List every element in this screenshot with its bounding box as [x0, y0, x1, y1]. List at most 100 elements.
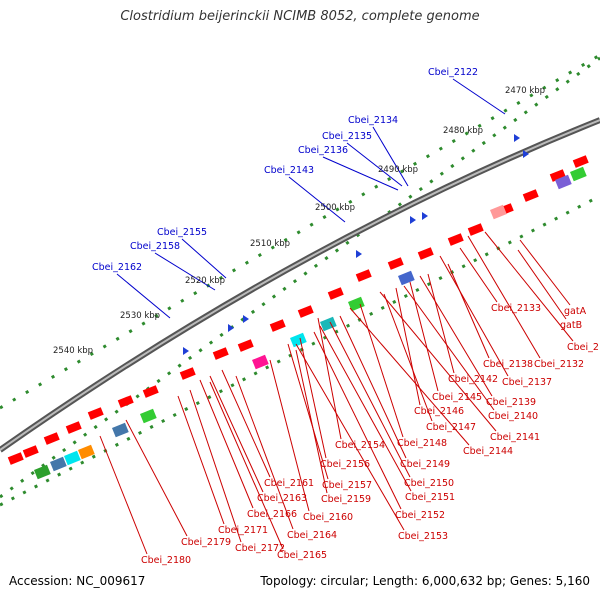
cds-feature [447, 233, 464, 246]
gene-label-red: Cbei_2180 [141, 555, 191, 566]
scale-label: 2530 kbp [120, 311, 160, 321]
leader-line [221, 369, 271, 478]
leader-line [359, 303, 404, 438]
leader-line [154, 252, 216, 291]
cds-feature [555, 174, 572, 190]
scale-label: 2470 kbp [505, 86, 545, 96]
cds-feature [237, 339, 254, 352]
gene-label-red: Cbei_2146 [414, 406, 464, 417]
gene-label-red: Cbei_2149 [400, 459, 450, 470]
gene-label-blue: Cbei_2135 [322, 131, 372, 142]
leader-line [99, 435, 148, 555]
accession-text: Accession: NC_009617 [9, 574, 146, 588]
gene-label-red: Cbei_2164 [287, 530, 337, 541]
cds-feature [50, 456, 67, 472]
leader-line [313, 331, 402, 510]
leader-line [329, 321, 411, 478]
leader-line [459, 247, 498, 303]
cds-feature [417, 247, 434, 260]
gene-label-blue: Cbei_2162 [92, 262, 142, 273]
backbone-highlight [0, 119, 600, 451]
cds-feature [65, 421, 82, 434]
cds-feature [467, 223, 484, 236]
gene-label-red: gatB [560, 320, 582, 331]
feature-marker [523, 150, 529, 158]
cds-feature [549, 169, 566, 182]
leader-line [383, 293, 433, 422]
cds-feature [297, 305, 314, 318]
gene-label-red: Cbei_2151 [405, 492, 455, 503]
cds-feature [348, 296, 365, 312]
leader-line [209, 375, 264, 493]
feature-marker [356, 250, 362, 258]
leader-line [317, 317, 342, 440]
cds-feature [212, 347, 229, 360]
cds-feature [398, 270, 415, 286]
leader-line [189, 389, 242, 543]
leader-line [427, 273, 455, 374]
leader-line [484, 231, 574, 342]
gene-label-red: Cbei_2131 [567, 342, 600, 353]
gene-label-red: Cbei_2150 [404, 478, 454, 489]
leader-line [379, 291, 497, 432]
gene-label-red: Cbei_2140 [488, 411, 538, 422]
gene-label-red: Cbei_2132 [534, 359, 584, 370]
leader-line [177, 395, 225, 525]
feature-marker [228, 324, 234, 332]
leader-line [295, 343, 405, 531]
cds-feature [34, 464, 51, 480]
gene-label-red: Cbei_2133 [491, 303, 541, 314]
cds-feature [7, 452, 24, 465]
genome-summary-text: Topology: circular; Length: 6,000,632 bp… [260, 574, 590, 588]
leader-line [372, 126, 409, 187]
gene-label-red: Cbei_2152 [395, 510, 445, 521]
gene-label-red: Cbei_2147 [426, 422, 476, 433]
gene-label-red: Cbei_2137 [502, 377, 552, 388]
scale-label: 2520 kbp [185, 276, 225, 286]
leader-line [116, 273, 171, 319]
cds-feature [140, 408, 157, 424]
scale-label: 2540 kbp [53, 346, 93, 356]
gene-label-blue: Cbei_2155 [157, 227, 207, 238]
gene-label-red: gatA [564, 306, 587, 317]
leader-line [322, 156, 399, 191]
cds-feature [269, 319, 286, 332]
gene-label-red: Cbei_2153 [398, 531, 448, 542]
gene-label-red: Cbei_2163 [257, 493, 307, 504]
gene-label-red: Cbei_2171 [218, 525, 268, 536]
cds-feature [117, 395, 134, 408]
cds-feature [22, 445, 39, 458]
leader-line [467, 235, 541, 359]
leader-line [395, 287, 421, 406]
leader-line [339, 315, 407, 459]
cds-feature [490, 204, 507, 220]
scale-label: 2510 kbp [250, 239, 290, 249]
genome-backbone [0, 117, 600, 453]
feature-marker [422, 212, 428, 220]
leader-line [287, 343, 329, 480]
gene-label-blue: Cbei_2134 [348, 115, 398, 126]
gene-label-red: Cbei_2144 [463, 446, 513, 457]
leader-line [452, 78, 506, 115]
leader-line [403, 285, 495, 411]
gene-label-red: Cbei_2148 [397, 438, 447, 449]
gene-labels: 2470 kbp 2480 kbp 2490 kbp 2500 kbp 2510 kbp… [53, 67, 600, 566]
gene-label-red: Cbei_2139 [486, 397, 536, 408]
leader-line [349, 307, 470, 446]
leader-line [419, 275, 493, 397]
feature-marker [410, 216, 416, 224]
cds-feature [87, 407, 104, 420]
leader-line [269, 359, 310, 512]
cds-feature [43, 432, 60, 445]
gene-label-red: Cbei_2141 [490, 432, 540, 443]
gene-label-red: Cbei_2138 [483, 359, 533, 370]
cds-feature [522, 189, 539, 202]
gene-label-red: Cbei_2161 [264, 478, 314, 489]
feature-marker [243, 315, 249, 323]
cds-feature [251, 354, 269, 370]
leader-line [295, 349, 328, 494]
gene-label-red: Cbei_2179 [181, 537, 231, 548]
gene-label-red: Cbei_2172 [235, 543, 285, 554]
